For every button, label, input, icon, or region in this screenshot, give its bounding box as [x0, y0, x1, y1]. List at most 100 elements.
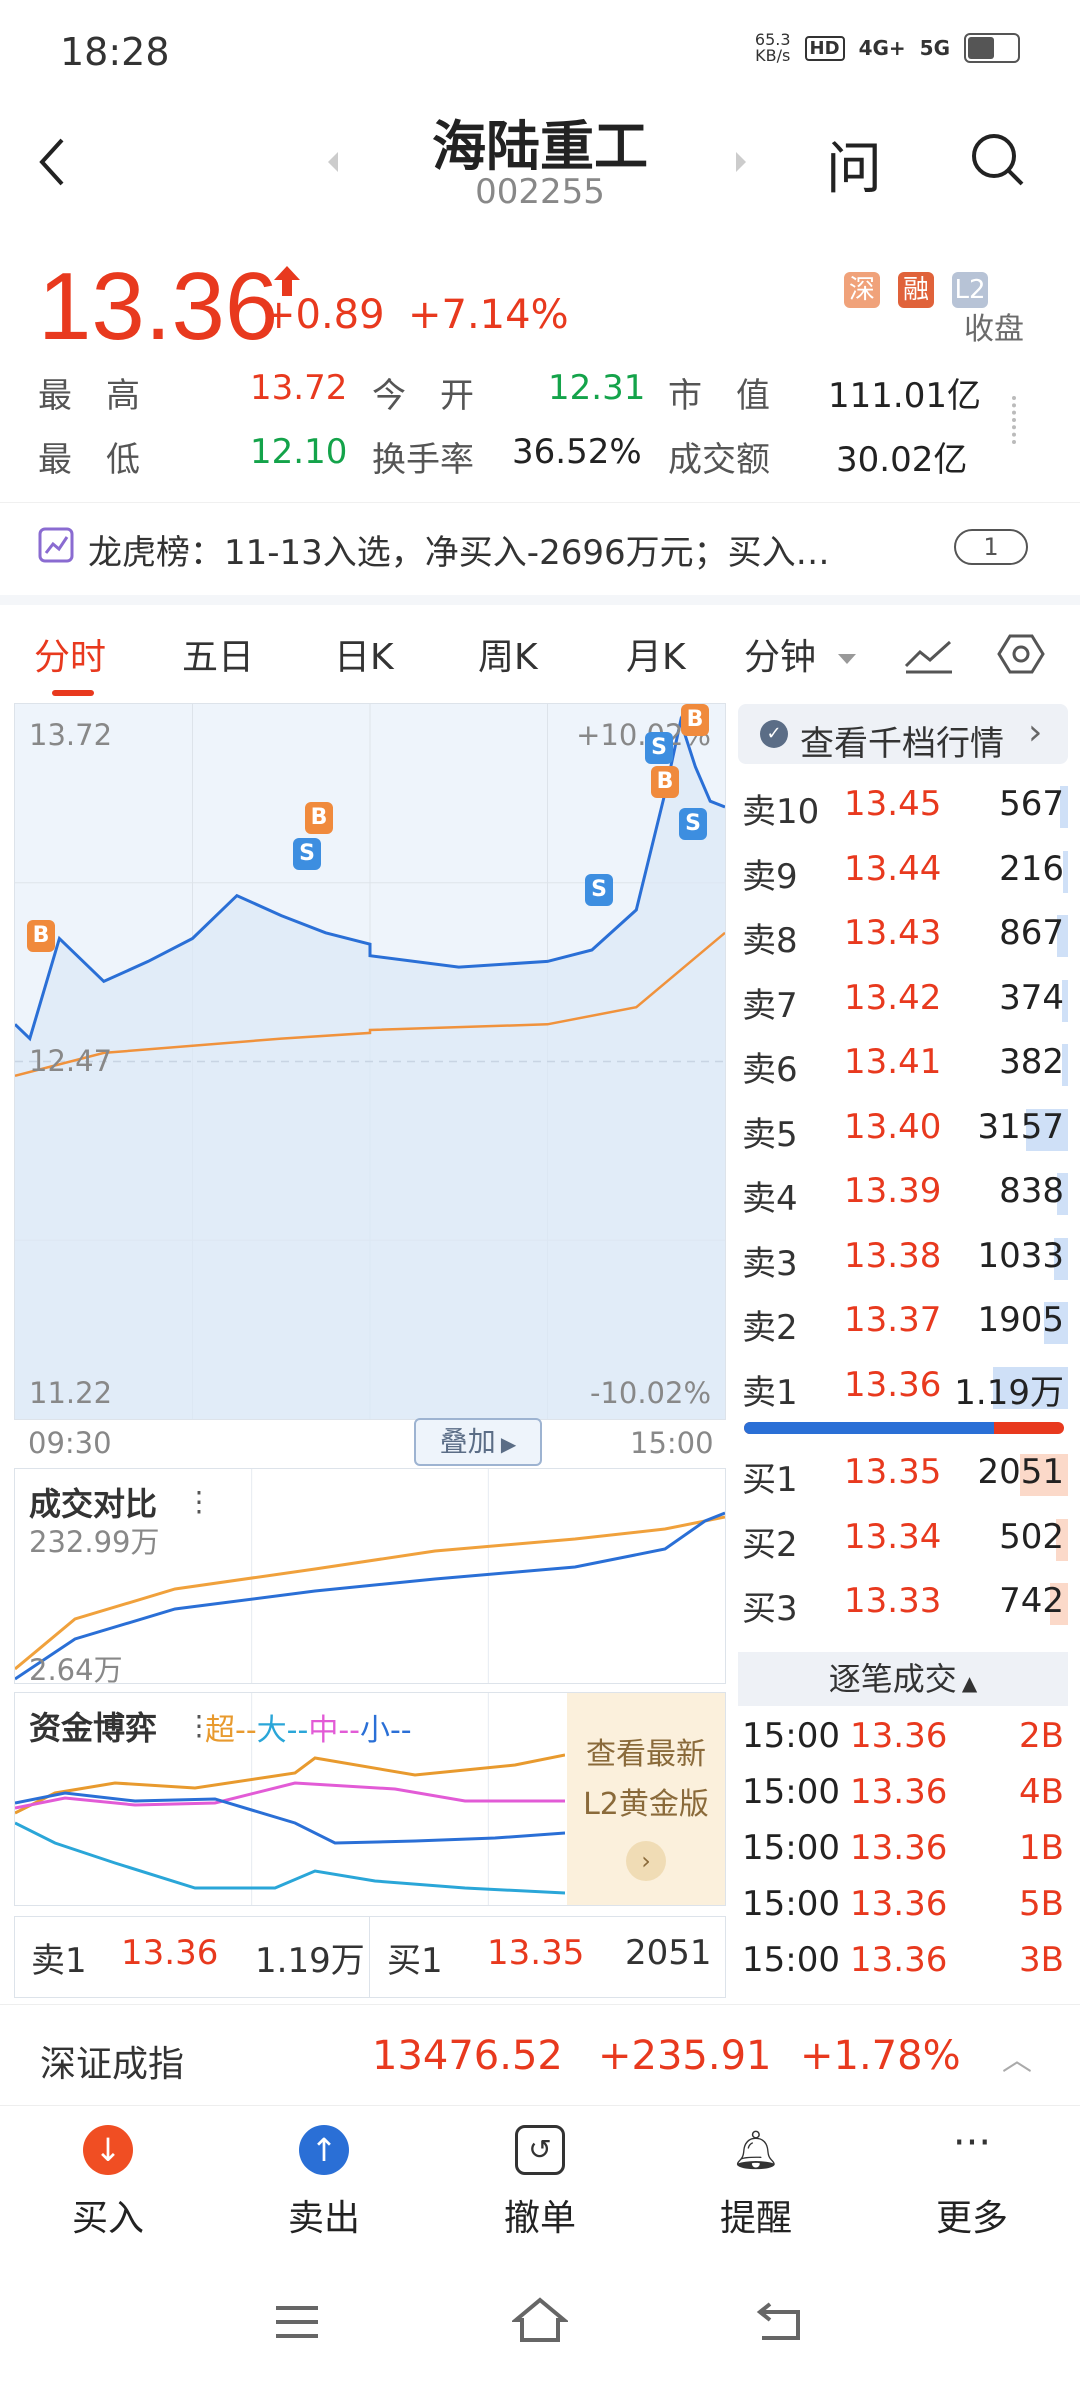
up-arrow-icon: [274, 266, 300, 296]
buy-marker[interactable]: B: [681, 704, 709, 736]
index-bar[interactable]: 深证成指 13476.52 +235.91 +1.78% ︿: [0, 2004, 1080, 2106]
dragon-list-badge[interactable]: 1: [954, 529, 1028, 565]
buy-button[interactable]: ↓ 买入: [38, 2125, 178, 2241]
pct-low-label: -10.02%: [589, 1376, 711, 1410]
fund-big-line: [15, 1821, 565, 1895]
index-pct: +1.78%: [800, 2033, 961, 2079]
sell-marker[interactable]: S: [585, 874, 613, 906]
menu-icon[interactable]: [272, 2300, 322, 2344]
tab-day-k[interactable]: 日K: [334, 637, 394, 678]
full-depth-button[interactable]: ✓ 查看千档行情 ›: [738, 704, 1068, 764]
status-icons: 65.3 KB/s HD 4G+ 5G: [755, 32, 1020, 64]
back-button[interactable]: [30, 130, 74, 190]
buy-marker[interactable]: B: [651, 766, 679, 798]
prev-close-label: 12.47: [29, 1044, 113, 1078]
sell-marker[interactable]: S: [679, 808, 707, 840]
sell-level[interactable]: 卖3 13.38 1033: [738, 1226, 1068, 1286]
sell-level[interactable]: 卖4 13.39 838: [738, 1161, 1068, 1221]
alert-button[interactable]: 🔔︎ 提醒: [686, 2125, 826, 2241]
sell-level[interactable]: 卖10 13.45 567: [738, 774, 1068, 834]
power-bar: [744, 1422, 1064, 1434]
prev-stock-button[interactable]: [328, 152, 338, 172]
buy-marker[interactable]: B: [305, 802, 333, 834]
back-nav-icon[interactable]: [754, 2298, 804, 2344]
depth-bar: [1062, 1044, 1068, 1086]
tick-time: 15:00: [742, 1716, 840, 1756]
level-price: 13.39: [844, 1171, 942, 1211]
depth-bar: [1026, 1108, 1068, 1151]
level-vol: 1.19万: [954, 1372, 1064, 1413]
search-button[interactable]: [968, 130, 1028, 194]
sell-level[interactable]: 卖9 13.44 216: [738, 839, 1068, 899]
collapse-button[interactable]: 收盘: [964, 312, 1024, 347]
level-price: 13.40: [844, 1106, 942, 1147]
up-arrow-icon: ↑: [299, 2125, 349, 2175]
tick-time: 15:00: [742, 1772, 840, 1812]
more-dots-icon[interactable]: [1012, 396, 1022, 444]
sell-level[interactable]: 卖2 13.37 1905: [738, 1290, 1068, 1350]
index-value: 13476.52: [372, 2033, 563, 2079]
more-button[interactable]: ··· 更多: [902, 2123, 1042, 2241]
sell-level[interactable]: 卖7 13.42 374: [738, 968, 1068, 1028]
more-label: 更多: [935, 2198, 1008, 2239]
ticks-header[interactable]: 逐笔成交 ▲: [738, 1652, 1068, 1706]
buy-level[interactable]: 买3 13.33 742: [738, 1571, 1068, 1631]
tab-month-k[interactable]: 月K: [626, 637, 686, 678]
ask-button[interactable]: 问: [826, 137, 882, 202]
play-icon: ▶: [500, 1432, 517, 1456]
sell-level[interactable]: 卖1 13.36 1.19万: [738, 1355, 1068, 1415]
legend-dash: --: [286, 1713, 309, 1748]
legend-dash: --: [338, 1713, 360, 1748]
sell-marker[interactable]: S: [293, 838, 321, 870]
overlay-button[interactable]: 叠加 ▶: [414, 1418, 542, 1466]
fund-legend: 超--大--中--小--: [205, 1705, 412, 1749]
legend-big: 大: [256, 1713, 287, 1748]
level-vol: 374: [999, 977, 1064, 1018]
dragon-list-bar[interactable]: 龙虎榜：11-13入选，净买入-2696万元；买入… 1: [0, 502, 1080, 605]
sell-button[interactable]: ↑ 卖出: [254, 2125, 394, 2241]
depth-bar: [1044, 1302, 1068, 1344]
depth-bar: [1050, 1583, 1068, 1625]
tick-vol: 3B: [1019, 1940, 1064, 1980]
home-icon[interactable]: [512, 2296, 568, 2344]
sell-marker[interactable]: S: [645, 732, 673, 764]
fund-flow-panel[interactable]: 资金博弈 ⋮ 超--大--中--小-- 查看最新 L2黄金版 ›: [14, 1692, 726, 1906]
buy-level[interactable]: 买2 13.34 502: [738, 1507, 1068, 1567]
cancel-order-button[interactable]: ↺ 撤单: [470, 2125, 610, 2241]
tab-intraday[interactable]: 分时: [34, 637, 107, 678]
sort-up-icon: ▲: [961, 1671, 978, 1695]
buy-marker[interactable]: B: [27, 920, 55, 952]
intraday-chart[interactable]: 13.72 +10.02% 12.47 11.22 -10.02% B S B …: [14, 703, 726, 1420]
index-change: +235.91: [598, 2033, 772, 2079]
buy-level[interactable]: 买1 13.35 2051: [738, 1442, 1068, 1502]
time-start-label: 09:30: [28, 1426, 112, 1460]
more-vertical-icon[interactable]: ⋮: [185, 1485, 213, 1518]
level-name: 卖7: [742, 985, 798, 1026]
price-low-label: 11.22: [29, 1376, 113, 1410]
level-price: 13.44: [844, 848, 942, 889]
next-stock-button[interactable]: [736, 152, 746, 172]
indicator-icon[interactable]: [902, 632, 956, 676]
more-vertical-icon[interactable]: ⋮: [185, 1709, 213, 1742]
level-name: 卖2: [742, 1308, 798, 1348]
sell-level[interactable]: 卖6 13.41 382: [738, 1032, 1068, 1092]
high-value: 13.72: [250, 368, 348, 408]
tab-5day[interactable]: 五日: [182, 637, 255, 678]
level-name: 卖5: [742, 1114, 798, 1155]
ticks-header-label: 逐笔成交: [828, 1660, 957, 1698]
price-change: +0.89: [262, 292, 385, 338]
level-price: 13.38: [844, 1235, 942, 1276]
l2-promo[interactable]: 查看最新 L2黄金版 ›: [567, 1693, 725, 1905]
last-price: 13.36: [38, 253, 279, 360]
tick-price: 13.36: [850, 1716, 948, 1756]
level-vol: 1033: [977, 1235, 1064, 1276]
settings-hex-icon[interactable]: [996, 632, 1046, 676]
tab-minute[interactable]: 分钟: [744, 637, 817, 678]
price-area: [15, 721, 725, 1419]
chevron-up-icon[interactable]: ︿: [1002, 2043, 1032, 2078]
legend-mid: 中: [308, 1713, 339, 1748]
tab-week-k[interactable]: 周K: [478, 637, 538, 678]
sell-level[interactable]: 卖8 13.43 867: [738, 903, 1068, 963]
sell-level[interactable]: 卖5 13.40 3157: [738, 1097, 1068, 1157]
volume-compare-panel[interactable]: 成交对比 ⋮ 232.99万 2.64万: [14, 1468, 726, 1687]
